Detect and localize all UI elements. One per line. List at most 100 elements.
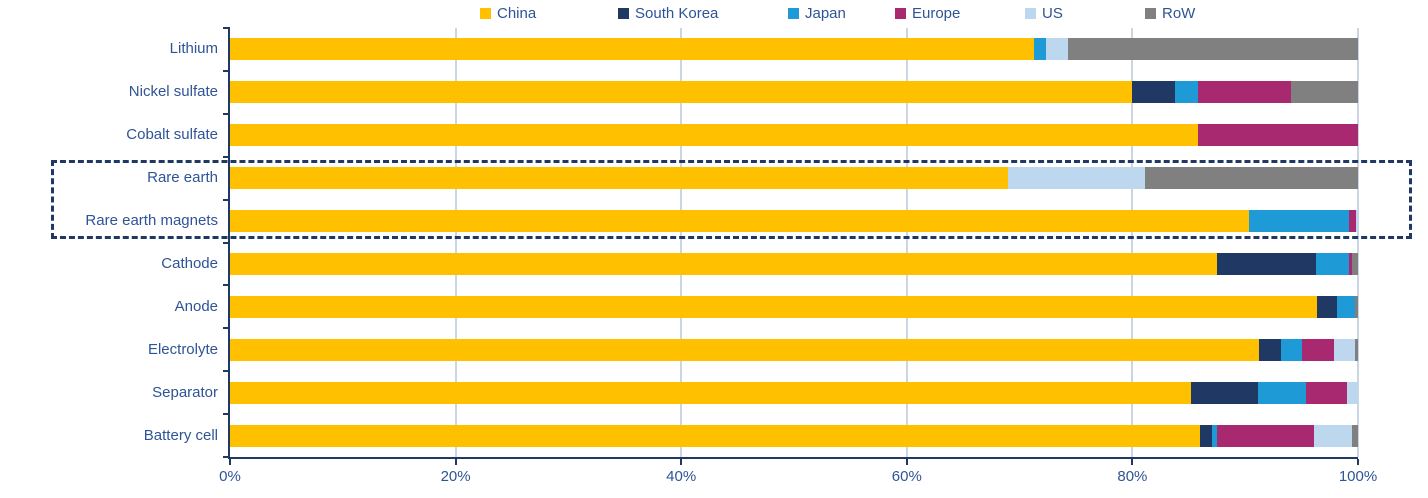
y-axis-tick	[223, 69, 230, 72]
chart-legend: China South Korea Japan Europe US RoW	[0, 3, 1428, 25]
gridline-20pct	[454, 28, 457, 457]
bar-nickel-sulfate	[230, 81, 1358, 104]
legend-label: US	[1042, 4, 1063, 22]
bar-segment-row	[1354, 338, 1358, 361]
legend-swatch-icon	[788, 7, 799, 19]
y-axis-tick	[223, 413, 230, 416]
y-axis-tick	[223, 198, 230, 201]
legend-label: RoW	[1162, 4, 1196, 22]
x-tick-label-20pct: 20%	[440, 468, 471, 485]
category-label-rare-earth: Rare earth	[147, 169, 218, 187]
legend-item-china: China	[480, 3, 536, 23]
bar-lithium	[230, 38, 1358, 61]
y-axis-line	[228, 28, 230, 459]
bar-segment-japan	[1248, 210, 1349, 233]
bar-segment-us	[1045, 38, 1069, 61]
bar-segment-china	[230, 38, 1035, 61]
bar-segment-us	[1008, 167, 1145, 190]
legend-swatch-icon	[1145, 7, 1156, 19]
y-axis-tick	[223, 327, 230, 330]
bar-anode	[230, 295, 1358, 318]
legend-item-japan: Japan	[788, 3, 846, 23]
legend-swatch-icon	[895, 7, 906, 19]
bar-segment-japan	[1336, 295, 1355, 318]
gridline-60pct	[905, 28, 908, 457]
legend-label: Europe	[912, 4, 961, 22]
gridline-80pct	[1131, 28, 1134, 457]
x-tick-label-80pct: 80%	[1117, 468, 1148, 485]
bar-segment-china	[230, 81, 1133, 104]
rare-earth-highlight-box	[51, 160, 1412, 239]
bar-segment-japan	[1257, 381, 1307, 404]
x-axis-tick	[680, 459, 683, 465]
bar-segment-japan	[1034, 38, 1046, 61]
gridline-100pct	[1357, 28, 1359, 457]
bar-rare-earth	[230, 167, 1358, 190]
bar-segment-south-korea	[1217, 252, 1317, 275]
bar-segment-europe	[1306, 381, 1347, 404]
bar-cobalt-sulfate	[230, 124, 1358, 147]
category-label-nickel-sulfate: Nickel sulfate	[128, 83, 218, 101]
y-axis-tick	[223, 155, 230, 158]
category-label-lithium: Lithium	[169, 40, 218, 58]
category-label-separator: Separator	[152, 383, 218, 401]
y-axis-tick	[223, 27, 230, 29]
category-label-cathode: Cathode	[161, 254, 218, 272]
bar-segment-europe	[1301, 338, 1335, 361]
category-label-electrolyte: Electrolyte	[147, 340, 218, 358]
legend-swatch-icon	[480, 7, 491, 19]
bar-rare-earth-magnets	[230, 210, 1358, 233]
bar-segment-south-korea	[1258, 338, 1282, 361]
x-axis-line	[228, 457, 1358, 459]
bar-segment-europe	[1197, 124, 1358, 147]
bar-segment-row	[1354, 295, 1358, 318]
bar-segment-row	[1291, 81, 1358, 104]
bar-separator	[230, 381, 1358, 404]
bar-segment-row	[1352, 424, 1358, 447]
bar-segment-europe	[1197, 81, 1292, 104]
bar-segment-europe	[1348, 252, 1353, 275]
bar-segment-china	[230, 252, 1217, 275]
bar-segment-us	[1334, 338, 1355, 361]
bar-segment-south-korea	[1191, 381, 1258, 404]
y-axis-tick	[223, 370, 230, 373]
legend-label: China	[497, 4, 537, 22]
legend-item-row: RoW	[1145, 3, 1195, 23]
bar-segment-japan	[1281, 338, 1302, 361]
x-axis-tick	[905, 459, 908, 465]
legend-swatch-icon	[1025, 7, 1036, 19]
x-tick-label-0pct: 0%	[219, 468, 241, 485]
y-axis-tick	[223, 456, 230, 458]
bar-segment-row	[1352, 252, 1358, 275]
legend-label: South Korea	[635, 4, 719, 22]
bar-cathode	[230, 252, 1358, 275]
bar-segment-china	[230, 338, 1259, 361]
bar-segment-row	[1068, 38, 1358, 61]
x-tick-label-100pct: 100%	[1338, 468, 1378, 485]
x-tick-label-60pct: 60%	[891, 468, 922, 485]
legend-label: Japan	[805, 4, 846, 22]
bar-segment-us	[1346, 381, 1358, 404]
y-axis-tick	[223, 112, 230, 115]
bar-segment-japan	[1212, 424, 1217, 447]
y-axis-tick	[223, 284, 230, 287]
x-axis-tick	[454, 459, 457, 465]
legend-swatch-icon	[618, 7, 629, 19]
bar-segment-south-korea	[1132, 81, 1176, 104]
bar-segment-us	[1355, 210, 1358, 233]
bar-segment-south-korea	[1317, 295, 1337, 318]
x-tick-label-40pct: 40%	[666, 468, 697, 485]
bar-segment-china	[230, 124, 1198, 147]
bar-segment-japan	[1316, 252, 1349, 275]
category-label-anode: Anode	[174, 297, 218, 315]
legend-item-south-korea: South Korea	[618, 3, 718, 23]
bar-segment-china	[230, 381, 1192, 404]
bar-segment-south-korea	[1200, 424, 1213, 447]
x-axis-tick	[229, 459, 231, 465]
y-axis-tick	[223, 241, 230, 244]
x-axis-tick	[1357, 459, 1359, 465]
gridline-40pct	[680, 28, 683, 457]
bar-battery-cell	[230, 424, 1358, 447]
bar-segment-japan	[1175, 81, 1198, 104]
